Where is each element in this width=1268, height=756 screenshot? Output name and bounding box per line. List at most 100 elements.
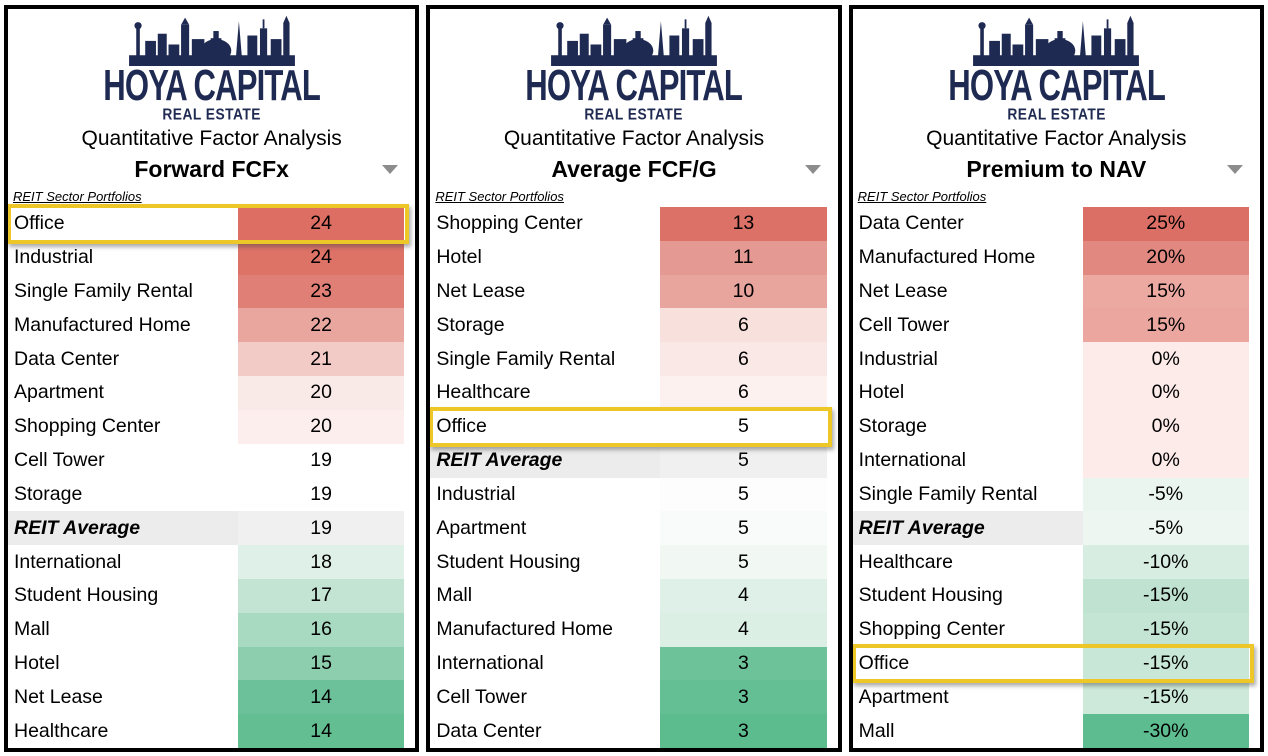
table-row: Cell Tower 15% [852, 308, 1249, 343]
table-row: Student Housing 5 [430, 545, 827, 579]
table-row: Manufactured Home 4 [430, 612, 827, 647]
table-row: Shopping Center 20 [8, 409, 405, 444]
sector-value-cell: 0% [1082, 409, 1249, 444]
metric-label: Average FCF/G [551, 156, 717, 182]
table-row: Mall -30% [852, 714, 1249, 748]
sector-value-cell: -15% [1082, 578, 1249, 613]
chevron-down-icon[interactable] [804, 165, 821, 174]
sector-value-cell: 20 [237, 376, 405, 410]
table-row: Student Housing -15% [852, 578, 1249, 613]
table-row: Hotel 11 [430, 240, 827, 275]
table-row: Apartment 5 [430, 511, 827, 546]
sector-label: Cell Tower [8, 443, 238, 478]
table-row: Cell Tower 3 [430, 680, 827, 715]
report-title: Quantitative Factor Analysis [81, 127, 342, 150]
sector-value-cell: 0% [1082, 376, 1249, 410]
sector-value-cell: 25% [1082, 207, 1249, 241]
table-row: Office -15% [852, 643, 1255, 684]
sector-label: Net Lease [8, 680, 238, 715]
sector-label: Healthcare [852, 545, 1083, 579]
chevron-down-icon[interactable] [382, 165, 399, 174]
sector-label: International [430, 646, 661, 681]
chevron-down-icon[interactable] [1226, 165, 1243, 174]
sector-value-cell: 14 [237, 680, 405, 715]
hoya-capital-logo: HOYA CAPITAL REAL ESTATE [853, 9, 1260, 123]
hoya-capital-logo: HOYA CAPITAL REAL ESTATE [8, 9, 415, 123]
sector-label: Single Family Rental [852, 477, 1083, 512]
table-header: REIT Sector Portfolios [857, 189, 987, 204]
table-row: International 18 [8, 545, 405, 579]
table-row: Office 5 [430, 406, 832, 447]
sector-value-cell: 21 [237, 342, 405, 377]
metric-dropdown[interactable]: Premium to NAV [853, 154, 1260, 184]
sector-label: Industrial [852, 342, 1083, 377]
table-header: REIT Sector Portfolios [13, 189, 142, 204]
table-row: Industrial 5 [430, 477, 827, 512]
table-row: Data Center 21 [8, 342, 405, 377]
table-row: Shopping Center -15% [852, 612, 1249, 647]
table-row: Data Center 3 [430, 714, 827, 748]
sector-value-cell: 19 [237, 511, 405, 546]
sector-value-cell: 6 [660, 376, 827, 410]
report-title: Quantitative Factor Analysis [503, 127, 765, 150]
table-row: Apartment -15% [852, 680, 1249, 715]
sector-value-cell: 13 [660, 207, 827, 241]
metric-dropdown[interactable]: Average FCF/G [430, 154, 837, 184]
factor-panel: HOYA CAPITAL REAL ESTATE Quantitative Fa… [848, 5, 1264, 752]
sector-label: Shopping Center [430, 207, 661, 241]
sector-value-cell: 5 [660, 545, 827, 579]
table-header: REIT Sector Portfolios [435, 189, 564, 204]
sector-table: Office 24 Industrial 24 Single Family Rental… [8, 204, 415, 748]
table-row: Data Center 25% [852, 207, 1249, 241]
sector-value-cell: 10 [660, 274, 827, 309]
city-skyline-icon [973, 15, 1140, 66]
metric-label: Premium to NAV [966, 156, 1147, 182]
hoya-capital-logo: HOYA CAPITAL REAL ESTATE [430, 9, 837, 123]
sector-label: Storage [430, 308, 661, 343]
table-row: Cell Tower 19 [8, 443, 405, 478]
brand-subtitle: REAL ESTATE [1007, 105, 1106, 124]
metric-dropdown[interactable]: Forward FCFx [8, 154, 415, 184]
sector-value-cell: 15% [1082, 274, 1249, 309]
brand-subtitle: REAL ESTATE [162, 105, 261, 124]
sector-label: Hotel [430, 240, 661, 275]
table-row: Hotel 15 [8, 646, 405, 681]
sector-label: Office [430, 409, 661, 444]
table-row: Net Lease 10 [430, 274, 827, 309]
sector-label: Student Housing [8, 578, 238, 613]
sector-label: Office [852, 646, 1083, 681]
sector-label: Manufactured Home [8, 308, 238, 343]
sector-value-cell: 5 [660, 511, 827, 546]
sector-value-cell: 4 [660, 578, 827, 613]
table-row-average: REIT Average 19 [8, 511, 405, 546]
sector-label: Net Lease [430, 274, 661, 309]
table-row: Healthcare -10% [852, 545, 1249, 579]
factor-panel: HOYA CAPITAL REAL ESTATE Quantitative Fa… [426, 5, 842, 752]
sector-value-cell: 20 [237, 409, 405, 444]
sector-value-cell: -15% [1082, 680, 1249, 715]
sector-value-cell: 15 [237, 646, 405, 681]
sector-label: Data Center [8, 342, 238, 377]
sector-label: Net Lease [852, 274, 1083, 309]
sector-label: Mall [852, 714, 1083, 748]
sector-value-cell: 0% [1082, 342, 1249, 377]
sector-value-cell: 24 [237, 240, 405, 275]
sector-label: Storage [8, 477, 238, 512]
sector-label: Hotel [8, 646, 238, 681]
table-row: Industrial 0% [852, 342, 1249, 377]
sector-label: Industrial [430, 477, 661, 512]
sector-label: Single Family Rental [430, 342, 661, 377]
sector-value-cell: -5% [1082, 477, 1249, 512]
sector-label: Hotel [852, 376, 1083, 410]
sector-value-cell: 19 [237, 477, 405, 512]
sector-value-cell: 5 [660, 477, 827, 512]
sector-value-cell: 19 [237, 443, 405, 478]
sector-label: Shopping Center [8, 409, 238, 444]
sector-label: Apartment [8, 376, 238, 410]
sector-value-cell: 3 [660, 680, 827, 715]
sector-value-cell: 16 [237, 612, 405, 647]
sector-value-cell: 11 [660, 240, 827, 275]
sector-value-cell: 5 [660, 409, 827, 444]
sector-label: Student Housing [430, 545, 661, 579]
